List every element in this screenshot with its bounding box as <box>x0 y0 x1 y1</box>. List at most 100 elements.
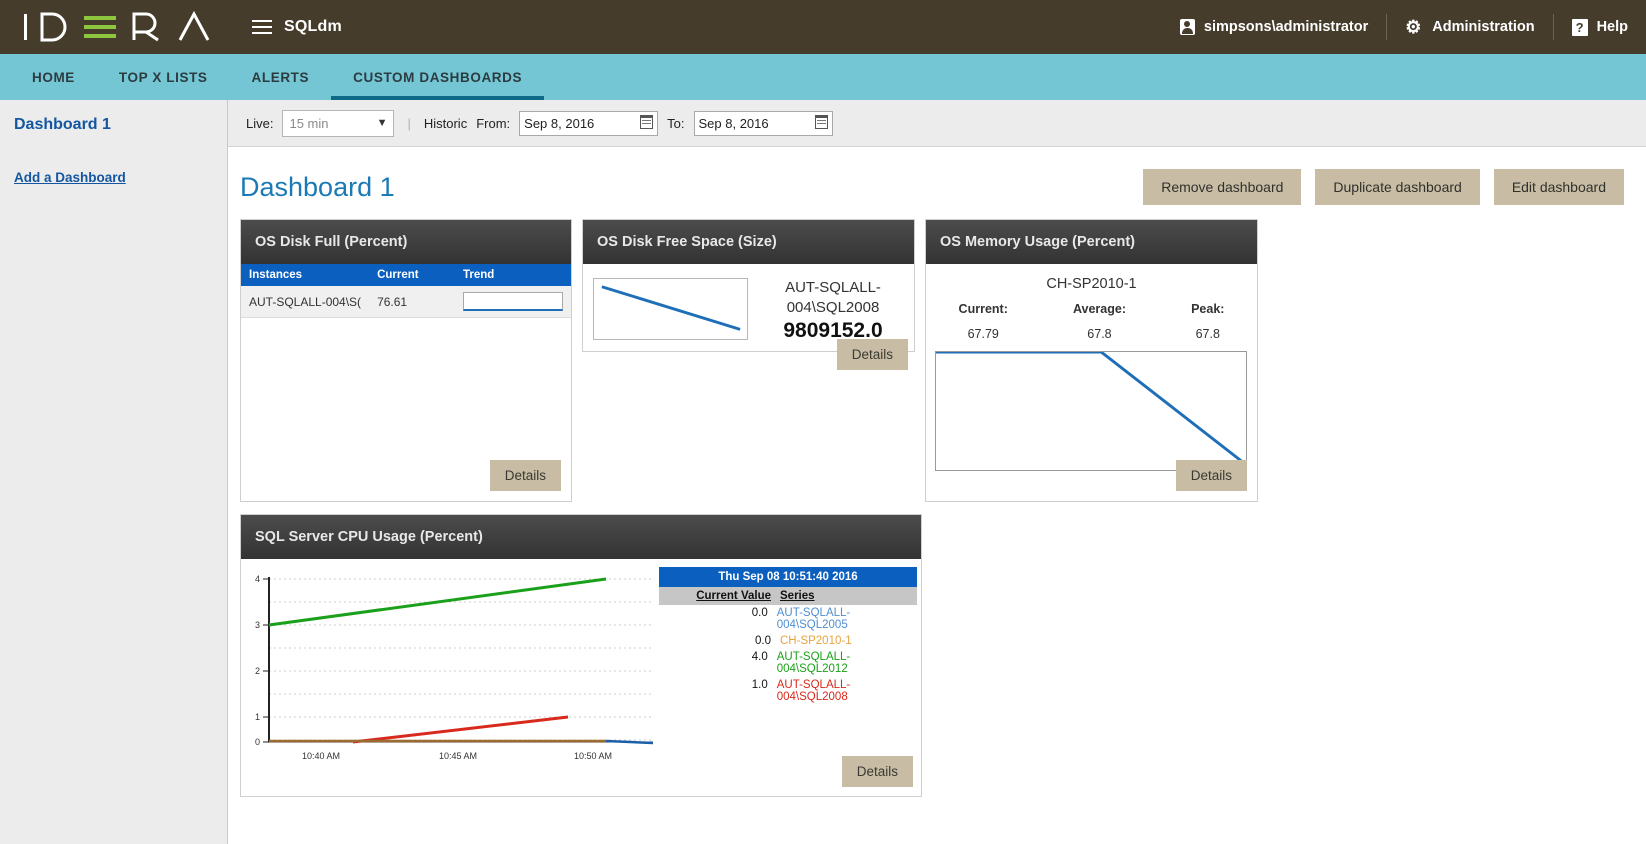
to-date-value: Sep 8, 2016 <box>698 115 769 131</box>
column-instances: Instances <box>241 264 370 286</box>
svg-text:3: 3 <box>255 620 260 630</box>
svg-text:10:50 AM: 10:50 AM <box>574 751 612 761</box>
legend-column-series: Series <box>780 590 815 602</box>
edit-dashboard-button[interactable]: Edit dashboard <box>1493 169 1624 205</box>
live-interval-select[interactable]: 15 min ▼ <box>282 109 395 137</box>
svg-text:1: 1 <box>255 712 260 722</box>
stat-label: Current: <box>958 302 1008 316</box>
legend-timestamp: Thu Sep 08 10:51:40 2016 <box>659 567 917 587</box>
tab-top-x-lists[interactable]: TOP X LISTS <box>118 69 208 85</box>
legend-series-name: AUT-SQLALL-004\SQL2008 <box>776 679 851 703</box>
column-trend: Trend <box>455 264 571 286</box>
sidebar: Dashboard 1 Add a Dashboard <box>0 100 228 844</box>
legend-item[interactable]: 4.0 AUT-SQLALL-004\SQL2012 <box>659 649 917 677</box>
legend-item[interactable]: 0.0 CH-SP2010-1 <box>659 633 917 649</box>
remove-dashboard-button[interactable]: Remove dashboard <box>1143 169 1302 205</box>
stat-value: 67.8 <box>1195 327 1220 341</box>
to-label: To: <box>667 115 685 131</box>
duplicate-dashboard-button[interactable]: Duplicate dashboard <box>1315 169 1480 205</box>
series-sql2012 <box>268 577 607 627</box>
trend-sparkline <box>463 292 563 311</box>
details-button[interactable]: Details <box>1175 460 1247 491</box>
live-interval-value: 15 min <box>289 115 329 131</box>
widget-os-memory-usage: OS Memory Usage (Percent) CH-SP2010-1 Cu… <box>925 219 1258 502</box>
idera-logo-mark <box>24 10 210 42</box>
tab-alerts[interactable]: ALERTS <box>251 69 310 85</box>
cell-instance: AUT-SQLALL-004\S( <box>241 286 370 318</box>
user-icon <box>1179 19 1195 35</box>
details-button[interactable]: Details <box>489 460 561 491</box>
widget-board: OS Disk Full (Percent) Instances Current… <box>228 205 1646 844</box>
table-row[interactable]: AUT-SQLALL-004\S( 76.61 <box>241 286 571 318</box>
stat-value: 67.8 <box>1087 327 1112 341</box>
main-navigation: HOME TOP X LISTS ALERTS CUSTOM DASHBOARD… <box>0 54 1646 100</box>
chevron-down-icon: ▼ <box>376 117 388 129</box>
help-link[interactable]: ? Help <box>1554 18 1646 36</box>
sidebar-item-dashboard-1[interactable]: Dashboard 1 <box>14 116 111 133</box>
app-name: SQLdm <box>284 18 342 35</box>
user-name: simpsons\administrator <box>1203 19 1369 35</box>
page-title: Dashboard 1 <box>240 171 395 202</box>
from-label: From: <box>476 115 511 131</box>
server-name: CH-SP2010-1 <box>1046 276 1137 292</box>
widget-os-disk-free-space: OS Disk Free Space (Size) AUT-SQLALL-004… <box>582 219 915 370</box>
cpu-chart-legend: Thu Sep 08 10:51:40 2016 Current Value S… <box>659 567 917 772</box>
widget-row-1: OS Disk Full (Percent) Instances Current… <box>240 219 1646 502</box>
legend-value: 4.0 <box>751 651 768 663</box>
cell-current: 76.61 <box>369 286 455 318</box>
to-date-input[interactable]: Sep 8, 2016 <box>693 110 833 136</box>
legend-item[interactable]: 1.0 AUT-SQLALL-004\SQL2008 <box>659 677 917 705</box>
tab-custom-dashboards[interactable]: CUSTOM DASHBOARDS <box>331 54 545 100</box>
memory-stats: Current: 67.79 Average: 67.8 Peak: 67.8 <box>926 302 1257 341</box>
top-brand-bar: SQLdm simpsons\administrator ⚙ Administr… <box>0 0 1646 54</box>
stat-label: Average: <box>1072 302 1126 316</box>
stat-average: Average: 67.8 <box>1073 302 1126 341</box>
widget-os-disk-full: OS Disk Full (Percent) Instances Current… <box>240 219 572 502</box>
tab-home[interactable]: HOME <box>32 69 75 85</box>
widget-title: OS Disk Free Space (Size) <box>583 220 914 264</box>
widget-title: SQL Server CPU Usage (Percent) <box>241 515 921 559</box>
add-dashboard-link[interactable]: Add a Dashboard <box>14 170 126 185</box>
series-sql2008 <box>352 715 569 744</box>
from-date-input[interactable]: Sep 8, 2016 <box>519 110 659 136</box>
svg-text:10:40 AM: 10:40 AM <box>302 751 340 761</box>
svg-text:0: 0 <box>255 737 260 747</box>
divider <box>1386 14 1388 40</box>
from-date-value: Sep 8, 2016 <box>524 115 595 131</box>
legend-value: 0.0 <box>751 607 768 619</box>
legend-item[interactable]: 0.0 AUT-SQLALL-004\SQL2005 <box>659 605 917 633</box>
series-sql2005 <box>605 739 653 745</box>
dashboard-header: Dashboard 1 Remove dashboard Duplicate d… <box>228 147 1646 205</box>
hamburger-icon[interactable] <box>252 20 272 34</box>
idera-logo[interactable] <box>22 10 218 44</box>
calendar-icon[interactable] <box>814 114 828 129</box>
calendar-icon[interactable] <box>640 114 654 129</box>
legend-series-name: AUT-SQLALL-004\SQL2005 <box>776 607 851 631</box>
details-button[interactable]: Details <box>836 339 908 370</box>
memory-usage-chart <box>935 350 1247 471</box>
disk-full-table: Instances Current Trend AUT-SQLALL-004\S… <box>241 264 571 318</box>
widget-body: Instances Current Trend AUT-SQLALL-004\S… <box>241 264 571 501</box>
administration-link[interactable]: ⚙ Administration <box>1387 18 1552 36</box>
historic-label: Historic <box>423 115 468 131</box>
svg-text:2: 2 <box>255 666 260 676</box>
gear-icon: ⚙ <box>1405 17 1422 37</box>
top-right-actions: simpsons\administrator ⚙ Administration … <box>1162 0 1646 54</box>
legend-column-current-value: Current Value <box>696 590 771 602</box>
widget-row-2: SQL Server CPU Usage (Percent) <box>240 514 1646 797</box>
stat-peak: Peak: 67.8 <box>1191 302 1224 341</box>
widget-body: 4 3 2 1 0 10:40 AM 10:45 AM 10:50 AM <box>241 559 921 796</box>
stat-current: Current: 67.79 <box>959 302 1008 341</box>
question-mark-icon: ? <box>1571 18 1588 36</box>
details-button[interactable]: Details <box>841 756 913 787</box>
instance-name: AUT-SQLALL-004\SQL2008 <box>785 279 881 316</box>
svg-text:4: 4 <box>255 574 260 584</box>
disk-free-summary: AUT-SQLALL-004\SQL2008 9809152.0 <box>762 278 904 341</box>
stat-value: 67.79 <box>967 327 999 341</box>
svg-text:10:45 AM: 10:45 AM <box>439 751 477 761</box>
disk-free-sparkline-chart <box>593 278 748 340</box>
user-menu[interactable]: simpsons\administrator <box>1162 19 1386 35</box>
cell-trend <box>455 286 571 318</box>
stat-label: Peak: <box>1191 302 1225 316</box>
legend-value: 1.0 <box>751 679 768 691</box>
